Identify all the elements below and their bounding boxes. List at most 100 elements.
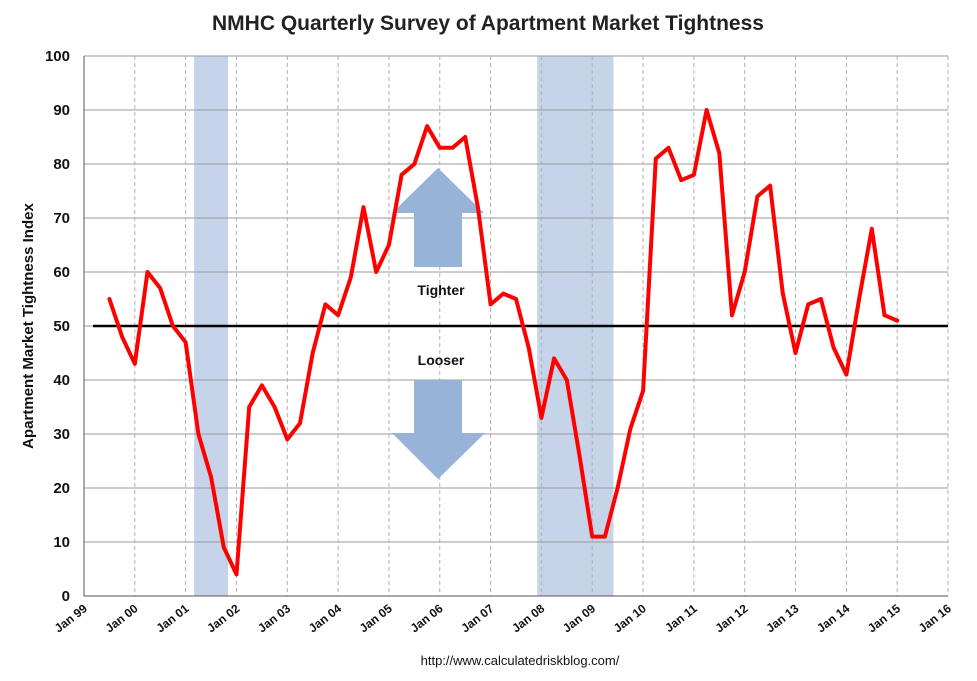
x-tick-label: Jan 15 [865, 601, 903, 635]
data-point [450, 146, 455, 150]
data-point [806, 302, 810, 307]
y-axis-label: Apartment Market Tightness Index [20, 203, 37, 449]
y-tick-label: 50 [53, 318, 70, 335]
data-point [298, 421, 302, 426]
data-point [590, 534, 594, 539]
down-arrow-icon [392, 380, 485, 479]
data-point [336, 313, 340, 318]
data-point [565, 378, 569, 382]
data-point [781, 291, 785, 296]
data-point [755, 194, 760, 199]
direction-arrows: Tighter Looser [392, 168, 485, 479]
y-tick-label: 0 [62, 588, 70, 605]
x-tick-label: Jan 13 [763, 601, 801, 635]
data-point [158, 286, 162, 291]
data-point [857, 297, 861, 301]
y-tick-label: 90 [53, 102, 70, 119]
data-point [615, 486, 620, 490]
data-point [463, 135, 468, 139]
data-point [361, 205, 366, 209]
y-tick-label: 70 [53, 210, 70, 227]
data-point [107, 297, 112, 301]
data-point [387, 243, 391, 247]
data-point [374, 270, 379, 274]
x-tick-label: Jan 14 [814, 601, 852, 635]
data-point [196, 432, 201, 436]
source-url: http://www.calculatedriskblog.com/ [421, 653, 620, 668]
x-tick-label: Jan 08 [509, 601, 547, 635]
data-point [870, 227, 874, 231]
data-point [730, 313, 734, 318]
x-tick-label: Jan 16 [916, 601, 954, 635]
data-point [793, 351, 798, 355]
y-tick-label: 60 [53, 264, 70, 281]
data-point [831, 345, 836, 350]
data-point [260, 383, 264, 388]
data-point [323, 302, 328, 307]
data-point [679, 178, 683, 182]
x-tick-labels: Jan 99 Jan 00 Jan 01 Jan 02 Jan 03 Jan 04 Jan … [52, 601, 954, 635]
data-point [628, 426, 633, 431]
data-point [272, 405, 277, 409]
y-tick-labels: 0 10 20 30 40 50 60 70 80 90 100 [45, 48, 70, 605]
data-point [641, 389, 645, 393]
data-point [742, 270, 747, 274]
data-point [666, 146, 671, 150]
data-point [692, 173, 696, 177]
data-point [171, 324, 175, 328]
data-point [476, 205, 480, 209]
x-tick-label: Jan 12 [712, 601, 750, 635]
data-point [183, 340, 188, 345]
x-tick-label: Jan 09 [560, 601, 598, 635]
data-point [425, 124, 429, 128]
x-tick-label: Jan 00 [103, 601, 141, 635]
data-point [704, 108, 709, 112]
y-tick-label: 40 [53, 372, 70, 389]
data-point [577, 453, 582, 458]
looser-label: Looser [418, 352, 465, 368]
x-tick-label: Jan 05 [357, 601, 395, 635]
data-point [882, 313, 887, 318]
data-point [895, 318, 899, 323]
x-tick-label: Jan 01 [153, 601, 191, 635]
data-point [145, 270, 150, 274]
x-tick-label: Jan 10 [611, 601, 649, 635]
data-point [717, 151, 722, 155]
up-arrow-icon [392, 168, 484, 267]
y-tick-label: 100 [45, 48, 70, 65]
data-point [526, 345, 531, 350]
y-tick-label: 80 [53, 156, 70, 173]
data-point [438, 146, 442, 150]
data-point [412, 162, 417, 166]
data-point [399, 173, 404, 177]
chart-title: NMHC Quarterly Survey of Apartment Marke… [212, 12, 764, 35]
y-tick-label: 20 [53, 480, 70, 497]
data-point [552, 356, 556, 361]
data-point [819, 297, 823, 301]
series-layer [107, 108, 900, 577]
data-point [539, 416, 544, 420]
data-point [133, 362, 137, 366]
data-point [247, 405, 251, 409]
data-point [310, 351, 315, 355]
data-point [488, 302, 493, 307]
y-tick-label: 10 [53, 534, 70, 551]
x-tick-label: Jan 07 [458, 601, 496, 635]
data-point [501, 291, 506, 296]
data-point [209, 475, 213, 480]
data-point [768, 183, 772, 188]
data-point [844, 372, 849, 377]
data-point [603, 534, 607, 539]
x-tick-label: Jan 99 [52, 601, 90, 635]
x-tick-label: Jan 04 [306, 601, 344, 635]
data-point [234, 572, 239, 577]
x-tick-label: Jan 02 [204, 601, 242, 635]
x-tick-label: Jan 03 [255, 601, 293, 635]
x-tick-label: Jan 11 [662, 601, 700, 635]
data-point [222, 545, 226, 550]
data-point [120, 335, 124, 339]
data-point [285, 437, 290, 442]
tighter-label: Tighter [417, 282, 465, 298]
data-point [514, 297, 518, 301]
data-point [654, 156, 658, 161]
